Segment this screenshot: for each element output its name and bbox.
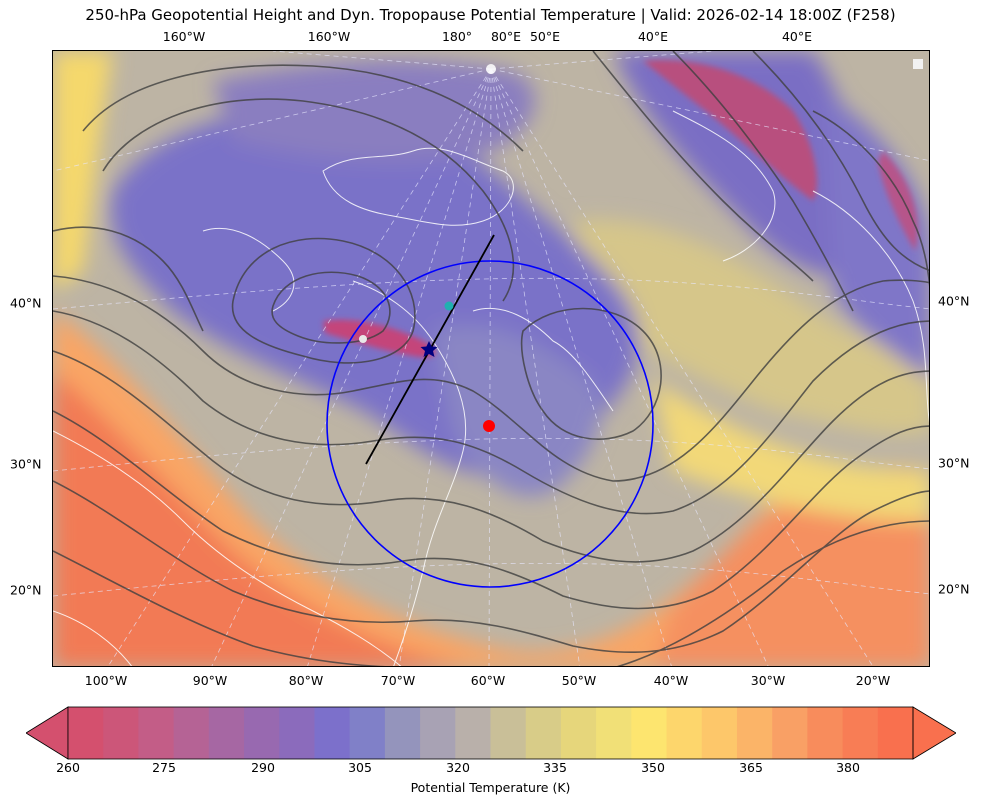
bottom-lon-label: 70°W <box>381 673 416 688</box>
colorbar-segment <box>455 707 491 759</box>
bottom-lon-label: 100°W <box>85 673 127 688</box>
colorbar-segment <box>314 707 350 759</box>
colorbar-segment <box>103 707 139 759</box>
colorbar-segment <box>807 707 843 759</box>
top-lon-label: 40°E <box>782 29 812 44</box>
colorbar-segment <box>737 707 773 759</box>
colorbar-segment <box>244 707 280 759</box>
top-lon-label: 50°E <box>530 29 560 44</box>
colorbar-segment <box>596 707 632 759</box>
bottom-lon-label: 80°W <box>289 673 324 688</box>
colorbar-segment <box>209 707 245 759</box>
bottom-lon-label: 90°W <box>193 673 228 688</box>
colorbar-segment <box>68 707 104 759</box>
colorbar-extend-max <box>913 707 956 759</box>
colorbar-segment <box>526 707 562 759</box>
cyan-marker <box>445 302 454 311</box>
colorbar-tick: 350 <box>641 760 665 775</box>
colorbar-tick: 260 <box>56 760 80 775</box>
colorbar-segment <box>878 707 914 759</box>
colorbar-segment <box>772 707 808 759</box>
white-marker <box>359 335 367 343</box>
colorbar-segment <box>385 707 421 759</box>
top-lon-label: 160°W <box>308 29 350 44</box>
colorbar-segment <box>174 707 210 759</box>
legend-box <box>913 59 923 69</box>
colorbar-segment <box>138 707 174 759</box>
map-canvas <box>53 51 930 667</box>
bottom-lon-label: 40°W <box>654 673 689 688</box>
colorbar-segment <box>279 707 315 759</box>
right-lat-label: 40°N <box>938 294 970 309</box>
colorbar-tick: 320 <box>446 760 470 775</box>
colorbar-segment <box>702 707 738 759</box>
purple-north <box>213 60 535 162</box>
colorbar-extend-min <box>26 707 68 759</box>
theta-field <box>53 51 930 667</box>
top-lon-label: 160°W <box>163 29 205 44</box>
colorbar-segment <box>843 707 879 759</box>
colorbar-tick: 365 <box>739 760 763 775</box>
left-lat-label: 30°N <box>10 457 42 472</box>
trough-point <box>483 420 495 432</box>
colorbar-tick: 380 <box>836 760 860 775</box>
colorbar-segment <box>350 707 386 759</box>
right-lat-label: 30°N <box>938 456 970 471</box>
colorbar <box>26 705 956 761</box>
colorbar-segments <box>68 707 914 759</box>
map-title: 250-hPa Geopotential Height and Dyn. Tro… <box>0 6 981 24</box>
colorbar-tick: 335 <box>543 760 567 775</box>
colorbar-segment <box>561 707 597 759</box>
right-lat-label: 20°N <box>938 582 970 597</box>
colorbar-segment <box>667 707 703 759</box>
colorbar-segment <box>420 707 456 759</box>
pole-point <box>486 64 496 74</box>
bottom-lon-label: 50°W <box>562 673 597 688</box>
colorbar-segment <box>491 707 527 759</box>
colorbar-tick: 305 <box>348 760 372 775</box>
bottom-lon-label: 60°W <box>471 673 506 688</box>
map-panel <box>52 50 930 667</box>
colorbar-tick: 275 <box>152 760 176 775</box>
colorbar-tick: 290 <box>251 760 275 775</box>
colorbar-label: Potential Temperature (K) <box>0 780 981 795</box>
top-lon-label: 180° <box>442 29 472 44</box>
left-lat-label: 40°N <box>10 296 42 311</box>
colorbar-segment <box>631 707 667 759</box>
bottom-lon-label: 30°W <box>751 673 786 688</box>
left-lat-label: 20°N <box>10 583 42 598</box>
top-lon-label: 80°E <box>491 29 521 44</box>
top-lon-label: 40°E <box>638 29 668 44</box>
bottom-lon-label: 20°W <box>856 673 891 688</box>
